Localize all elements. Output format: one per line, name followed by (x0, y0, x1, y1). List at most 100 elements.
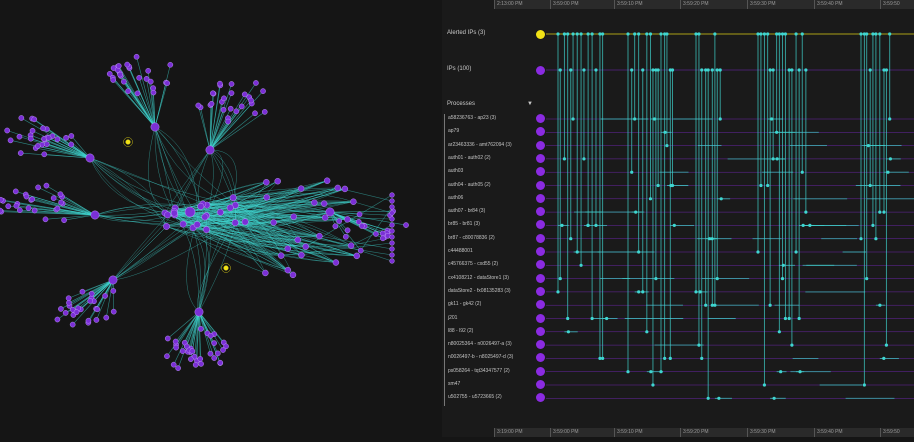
graph-hub-node[interactable] (109, 276, 117, 284)
graph-leaf-node[interactable] (239, 104, 244, 109)
graph-leaf-node[interactable] (165, 81, 170, 86)
graph-node[interactable] (180, 221, 186, 227)
graph-leaf-node[interactable] (229, 91, 234, 96)
process-dot[interactable] (536, 220, 545, 229)
event-dot[interactable] (719, 68, 722, 71)
graph-leaf-node[interactable] (66, 300, 71, 305)
event-dot[interactable] (659, 32, 662, 35)
graph-hub-node[interactable] (206, 146, 214, 154)
event-dot[interactable] (720, 197, 723, 200)
graph-leaf-node[interactable] (234, 109, 239, 114)
event-dot[interactable] (566, 32, 569, 35)
process-dot[interactable] (536, 287, 545, 296)
graph-leaf-node[interactable] (358, 248, 363, 253)
graph-leaf-node[interactable] (89, 291, 94, 296)
graph-leaf-node[interactable] (125, 89, 130, 94)
graph-leaf-node[interactable] (180, 348, 185, 353)
graph-node[interactable] (271, 220, 277, 226)
graph-leaf-node[interactable] (17, 134, 22, 139)
event-dot[interactable] (594, 68, 597, 71)
graph-node[interactable] (295, 237, 301, 243)
event-dot[interactable] (657, 68, 660, 71)
graph-leaf-node[interactable] (390, 205, 395, 210)
process-dot[interactable] (536, 127, 545, 136)
event-dot[interactable] (651, 383, 654, 386)
event-dot[interactable] (641, 290, 644, 293)
event-dot[interactable] (859, 237, 862, 240)
graph-node[interactable] (198, 203, 204, 209)
event-dot[interactable] (759, 184, 762, 187)
graph-node[interactable] (335, 185, 341, 191)
process-row-label[interactable]: u502755 - u5723665 (2) (448, 394, 502, 401)
graph-node[interactable] (202, 214, 208, 220)
graph-leaf-node[interactable] (28, 136, 33, 141)
event-dot[interactable] (582, 157, 585, 160)
event-dot[interactable] (569, 68, 572, 71)
graph-leaf-node[interactable] (30, 128, 35, 133)
graph-node[interactable] (164, 212, 170, 218)
event-dot[interactable] (716, 68, 719, 71)
graph-hub-node[interactable] (151, 123, 159, 131)
process-dot[interactable] (536, 353, 545, 362)
graph-leaf-node[interactable] (193, 362, 198, 367)
graph-node[interactable] (285, 267, 291, 273)
event-dot[interactable] (645, 32, 648, 35)
graph-leaf-node[interactable] (218, 360, 223, 365)
event-dot[interactable] (569, 237, 572, 240)
graph-leaf-node[interactable] (165, 336, 170, 341)
process-row-label[interactable]: c45766375 - cxd55 (2) (448, 261, 498, 268)
event-dot[interactable] (756, 32, 759, 35)
event-dot[interactable] (888, 32, 891, 35)
graph-leaf-node[interactable] (26, 206, 31, 211)
alerted-node[interactable] (224, 266, 229, 271)
graph-node[interactable] (275, 178, 281, 184)
graph-leaf-node[interactable] (248, 98, 253, 103)
process-dot[interactable] (536, 393, 545, 402)
graph-leaf-node[interactable] (208, 351, 213, 356)
event-dot[interactable] (769, 68, 772, 71)
event-dot[interactable] (763, 32, 766, 35)
graph-leaf-node[interactable] (135, 91, 140, 96)
event-dot[interactable] (779, 370, 782, 373)
graph-leaf-node[interactable] (390, 211, 395, 216)
graph-leaf-node[interactable] (35, 143, 40, 148)
graph-leaf-node[interactable] (390, 223, 395, 228)
graph-node[interactable] (217, 209, 223, 215)
event-dot[interactable] (874, 237, 877, 240)
graph-leaf-node[interactable] (390, 259, 395, 264)
event-dot[interactable] (719, 117, 722, 120)
graph-node[interactable] (203, 226, 209, 232)
graph-leaf-node[interactable] (61, 218, 66, 223)
event-dot[interactable] (886, 171, 889, 174)
graph-leaf-node[interactable] (13, 189, 18, 194)
event-dot[interactable] (865, 32, 868, 35)
graph-node[interactable] (290, 272, 296, 278)
process-row-label[interactable]: a58236763 - ap23 (3) (448, 115, 496, 122)
process-row-label[interactable]: l88 - l92 (2) (448, 328, 473, 335)
graph-node[interactable] (230, 194, 236, 200)
graph-leaf-node[interactable] (212, 355, 217, 360)
graph-leaf-node[interactable] (390, 229, 395, 234)
event-dot[interactable] (885, 68, 888, 71)
process-row-label[interactable]: br87 - c80078836 (2) (448, 235, 495, 242)
event-dot[interactable] (579, 264, 582, 267)
graph-leaf-node[interactable] (380, 236, 385, 241)
process-row-label[interactable]: n0026497-b - n8025497-d (3) (448, 354, 513, 361)
graph-leaf-node[interactable] (58, 306, 63, 311)
event-dot[interactable] (707, 68, 710, 71)
event-dot[interactable] (582, 68, 585, 71)
event-dot[interactable] (587, 224, 590, 227)
graph-leaf-node[interactable] (228, 106, 233, 111)
process-row-label[interactable]: auth03 (448, 168, 463, 175)
graph-leaf-node[interactable] (146, 68, 151, 73)
graph-node[interactable] (344, 216, 350, 222)
graph-leaf-node[interactable] (102, 293, 107, 298)
event-dot[interactable] (759, 32, 762, 35)
event-dot[interactable] (766, 184, 769, 187)
graph-leaf-node[interactable] (359, 223, 364, 228)
graph-node[interactable] (303, 244, 309, 250)
graph-leaf-node[interactable] (125, 62, 130, 67)
graph-leaf-node[interactable] (14, 203, 19, 208)
graph-leaf-node[interactable] (30, 197, 35, 202)
process-row-label[interactable]: c44488001 (448, 248, 473, 255)
